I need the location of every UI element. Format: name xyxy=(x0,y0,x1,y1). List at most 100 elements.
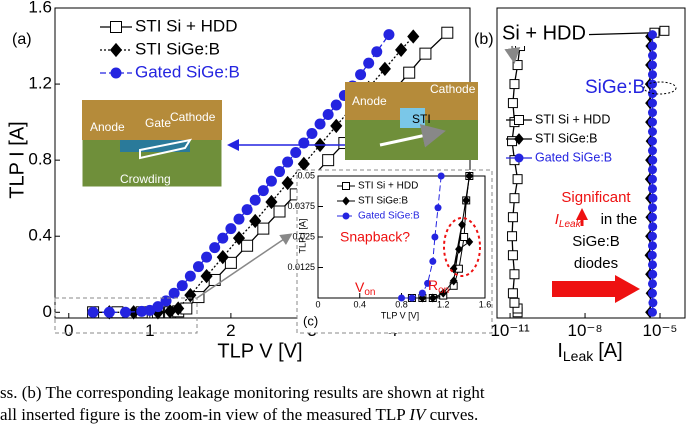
marker xyxy=(184,270,196,282)
inset-label: Anode xyxy=(90,120,125,134)
marker xyxy=(225,223,237,235)
sti-region xyxy=(400,108,425,128)
marker xyxy=(647,260,657,270)
marker xyxy=(241,239,254,252)
annotation-ellipse xyxy=(443,217,481,277)
marker xyxy=(418,289,426,297)
legend-marker xyxy=(514,133,524,145)
marker xyxy=(465,171,474,181)
annotation-i: I xyxy=(555,211,559,228)
marker xyxy=(257,185,269,197)
marker xyxy=(330,99,342,111)
marker xyxy=(509,269,520,280)
y-axis-label: TLP I [A] xyxy=(297,219,307,254)
x-axis-label: TLP V [V] xyxy=(217,340,302,362)
marker xyxy=(398,294,405,302)
caption-line: ss. (b) The corresponding leakage monito… xyxy=(0,383,485,402)
caption-line: all inserted figure is the zoom-in view … xyxy=(0,405,478,424)
legend-label: STI SiGe:B xyxy=(358,196,408,207)
marker xyxy=(647,30,657,40)
marker xyxy=(434,204,442,212)
inset-label: Crowding xyxy=(120,172,171,186)
marker xyxy=(648,155,658,165)
annotation: Snapback? xyxy=(340,229,410,245)
annotation-main: R xyxy=(428,277,438,293)
x-tick-label: 2 xyxy=(226,321,235,340)
marker xyxy=(647,146,657,156)
marker xyxy=(507,250,518,261)
marker xyxy=(176,280,188,292)
marker xyxy=(232,230,246,246)
marker xyxy=(192,261,204,273)
marker xyxy=(647,79,657,89)
y-tick-label: 1.2 xyxy=(28,74,52,93)
marker xyxy=(437,172,445,180)
current-arrow xyxy=(379,124,446,148)
annotation: Von xyxy=(355,279,375,298)
marker xyxy=(249,213,262,229)
marker xyxy=(273,205,286,218)
annotation-bg xyxy=(548,188,644,276)
marker xyxy=(647,184,657,194)
marker xyxy=(297,156,310,172)
marker xyxy=(647,279,657,289)
marker xyxy=(647,174,657,184)
x-tick-label: 1.2 xyxy=(437,300,450,310)
annotation-sub: on xyxy=(364,287,375,298)
marker xyxy=(168,287,180,299)
marker xyxy=(431,233,439,241)
annotation-main: V xyxy=(355,279,365,295)
marker xyxy=(216,249,229,265)
marker xyxy=(136,305,148,317)
marker xyxy=(647,241,657,251)
marker xyxy=(314,118,326,130)
legend-marker xyxy=(109,42,123,58)
legend-label: Gated SiGe:B xyxy=(535,150,612,164)
marker xyxy=(265,194,278,210)
marker xyxy=(648,222,658,232)
annotation-bg xyxy=(499,22,589,46)
marker xyxy=(407,29,420,44)
marker xyxy=(647,51,657,61)
y-tick-label: 0.4 xyxy=(28,226,52,245)
marker xyxy=(330,118,343,134)
panel-label: (c) xyxy=(303,313,318,328)
marker xyxy=(647,288,657,298)
marker xyxy=(460,233,469,241)
marker xyxy=(647,136,657,146)
marker xyxy=(648,269,658,279)
marker xyxy=(424,279,432,287)
legend-label: STI Si + HDD xyxy=(135,16,238,35)
marker xyxy=(647,60,657,70)
caption-text: curves. xyxy=(425,405,478,424)
marker xyxy=(507,98,518,109)
legend-marker xyxy=(342,196,350,206)
marker xyxy=(647,165,657,175)
marker xyxy=(449,276,458,286)
marker xyxy=(647,41,657,51)
x-tick-label: 10⁻⁵ xyxy=(643,321,678,340)
marker xyxy=(306,128,318,140)
marker xyxy=(160,295,172,307)
marker xyxy=(249,194,261,206)
y-tick-label: 1.6 xyxy=(28,0,52,16)
annotation: Significant xyxy=(561,189,631,206)
x-tick-label: 0.4 xyxy=(353,300,366,310)
inset-label: STI xyxy=(412,112,431,126)
marker xyxy=(647,212,657,222)
annotation: SiGe:B xyxy=(585,77,645,98)
marker xyxy=(233,213,245,225)
panel-c: 0 0.4 0.8 1.2 1.6 0.0125 0.025 0.0375 0.05 STI Si… xyxy=(287,170,491,328)
legend-label: STI Si + HDD xyxy=(358,181,418,192)
marker xyxy=(241,204,253,216)
y-tick-label: 0.8 xyxy=(28,150,52,169)
x-tick-label: 1.6 xyxy=(479,300,492,310)
marker xyxy=(363,57,375,69)
zoom-arrow xyxy=(196,233,293,299)
x-tick-label: 0 xyxy=(64,321,73,340)
marker xyxy=(458,220,466,230)
panel-b: 10⁻¹¹ 10⁻⁸ 10⁻⁵ STI Si + HDD STI SiGe:B Gated… xyxy=(474,7,686,364)
marker xyxy=(290,147,302,159)
marker xyxy=(648,193,658,203)
marker xyxy=(378,61,391,77)
